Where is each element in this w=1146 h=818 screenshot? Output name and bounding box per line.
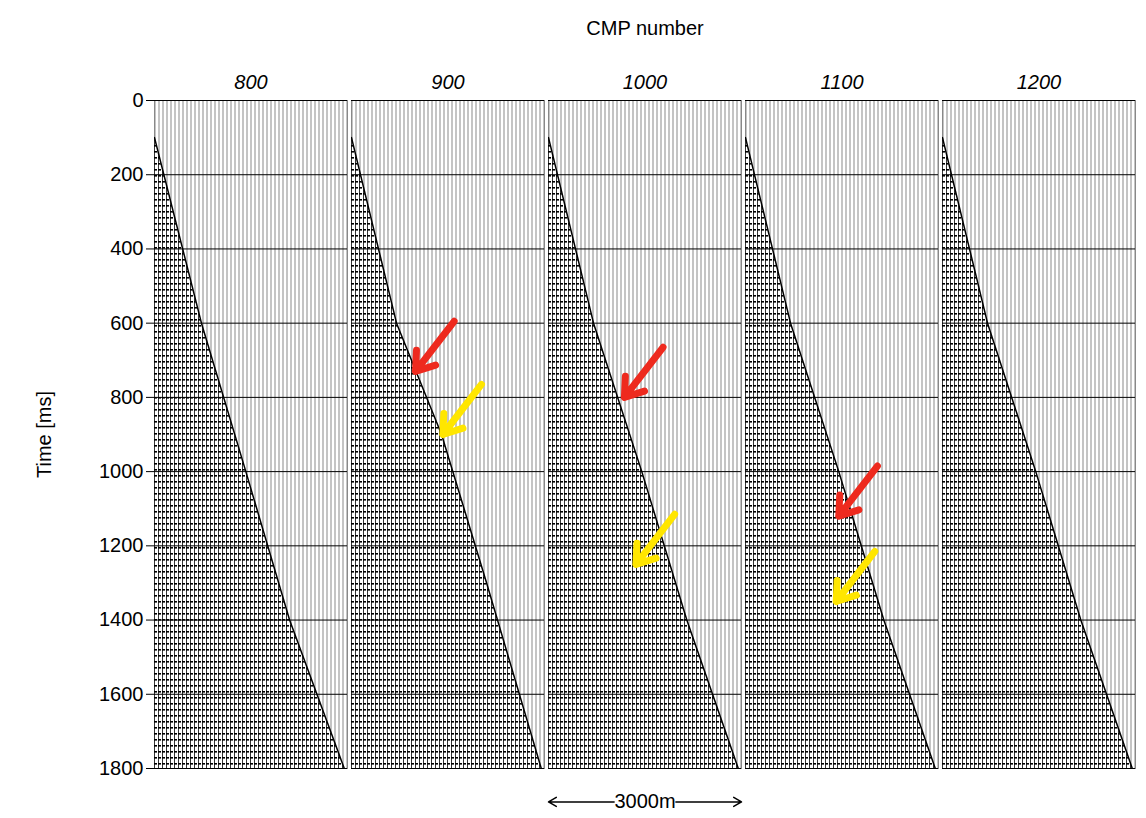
svg-text:800: 800 bbox=[110, 386, 143, 408]
svg-text:1200: 1200 bbox=[99, 534, 144, 556]
svg-text:600: 600 bbox=[110, 312, 143, 334]
svg-text:0: 0 bbox=[132, 89, 143, 111]
svg-text:800: 800 bbox=[234, 71, 267, 93]
svg-text:3000m: 3000m bbox=[614, 790, 675, 812]
svg-text:1800: 1800 bbox=[99, 757, 144, 779]
svg-text:CMP number: CMP number bbox=[586, 17, 704, 39]
svg-text:400: 400 bbox=[110, 237, 143, 259]
svg-text:1600: 1600 bbox=[99, 683, 144, 705]
svg-text:1400: 1400 bbox=[99, 608, 144, 630]
svg-text:1000: 1000 bbox=[623, 71, 668, 93]
svg-text:Time [ms]: Time [ms] bbox=[33, 391, 55, 478]
svg-text:200: 200 bbox=[110, 163, 143, 185]
svg-text:1100: 1100 bbox=[820, 71, 863, 93]
svg-text:900: 900 bbox=[431, 71, 464, 93]
svg-text:1200: 1200 bbox=[1017, 71, 1062, 93]
svg-text:1000: 1000 bbox=[99, 460, 144, 482]
